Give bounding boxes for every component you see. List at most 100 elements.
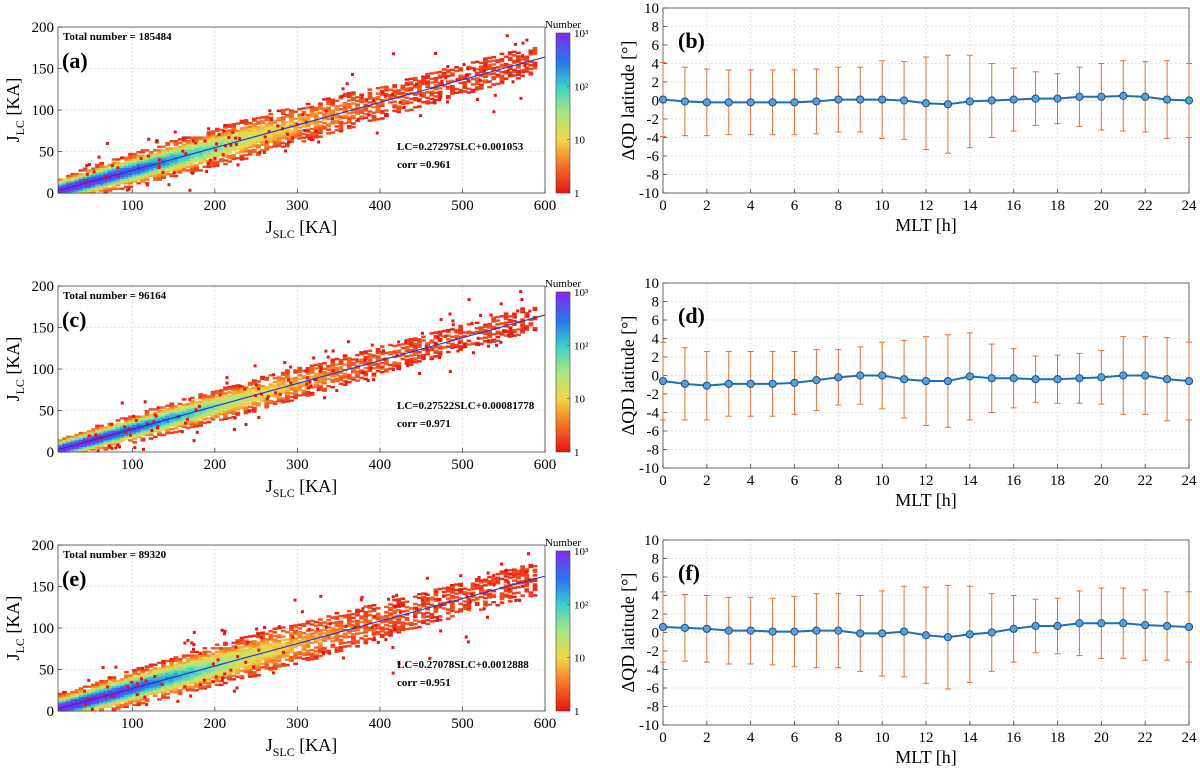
density-cell [404, 83, 410, 87]
density-cell [210, 416, 216, 419]
density-cell [458, 324, 464, 328]
density-cell [375, 97, 381, 101]
density-cell [297, 632, 303, 636]
density-cell [437, 81, 443, 85]
density-cell [384, 85, 389, 88]
density-cell [111, 171, 117, 174]
density-cell [194, 650, 199, 654]
density-cell [264, 126, 270, 129]
density-cell [218, 400, 224, 403]
density-cell [111, 676, 117, 679]
density-cell [181, 414, 187, 418]
density-cell [379, 111, 385, 115]
density-cell [346, 359, 352, 362]
density-cell [264, 400, 270, 403]
density-cell [165, 413, 171, 417]
density-cell [276, 634, 282, 637]
density-cell [62, 690, 67, 694]
density-cell [404, 600, 410, 603]
density-cell [161, 685, 166, 688]
outlier-cell [223, 123, 227, 127]
density-cell [268, 129, 274, 132]
density-cell [412, 613, 418, 617]
density-cell [194, 654, 199, 657]
colorbar-tick-label: 1 [574, 188, 580, 200]
density-cell [62, 178, 67, 181]
density-cell [454, 343, 459, 347]
density-cell [239, 145, 245, 148]
density-cell [124, 424, 129, 428]
x-tick-label: 2 [703, 198, 711, 214]
y-tick-label: 100 [32, 362, 55, 378]
density-cell [111, 442, 117, 446]
outlier-cell [176, 699, 180, 703]
density-cell [351, 616, 356, 620]
x-tick-label: 18 [1050, 198, 1065, 214]
density-cell [392, 85, 398, 89]
density-cell [251, 382, 257, 386]
density-cell [367, 101, 373, 104]
density-cell [136, 163, 142, 167]
density-cell [161, 406, 166, 409]
outlier-cell [438, 95, 442, 99]
density-cell [66, 191, 71, 194]
density-cell [119, 163, 125, 167]
density-cell [289, 111, 294, 114]
density-cell [107, 183, 113, 187]
density-cell [128, 676, 133, 679]
density-cell [103, 165, 109, 169]
density-cell [243, 153, 249, 157]
density-cell [474, 603, 480, 607]
y-tick-label: 200 [32, 538, 55, 554]
density-cell [206, 141, 212, 145]
density-cell [264, 142, 270, 146]
outlier-cell [142, 447, 146, 451]
density-cell [202, 394, 208, 397]
density-cell [268, 388, 274, 392]
density-cell [247, 644, 253, 647]
density-cell [284, 383, 290, 387]
density-cell [165, 665, 171, 668]
density-cell [86, 174, 92, 178]
density-cell [243, 130, 249, 133]
density-cell [62, 698, 67, 701]
density-cell [309, 122, 315, 125]
density-cell [223, 415, 228, 419]
density-cell [198, 670, 204, 674]
density-cell [499, 78, 505, 81]
density-cell [503, 580, 509, 584]
density-cell [70, 437, 76, 440]
density-cell [78, 707, 84, 710]
density-cell [388, 606, 393, 610]
density-cell [421, 357, 426, 360]
density-cell [371, 96, 377, 100]
density-cell [185, 402, 191, 406]
density-cell [313, 620, 319, 624]
density-cell [355, 110, 360, 114]
density-cell [433, 588, 439, 591]
density-cell [140, 674, 146, 677]
density-cell [206, 420, 212, 424]
density-cell [462, 600, 468, 603]
density-cell [107, 167, 113, 170]
density-cell [293, 633, 298, 636]
density-cell [128, 420, 133, 424]
density-cell [318, 124, 323, 127]
density-cell [148, 690, 154, 694]
density-cell [140, 690, 146, 694]
density-cell [99, 707, 104, 710]
density-cell [95, 439, 100, 442]
density-cell [392, 104, 398, 107]
density-cell [185, 687, 191, 690]
density-cell [136, 676, 142, 679]
density-cell [173, 665, 179, 668]
outlier-cell [198, 651, 202, 655]
density-cell [371, 627, 377, 631]
density-cell [326, 368, 331, 371]
outlier-cell [326, 355, 330, 359]
density-cell [280, 379, 286, 382]
density-cell [91, 185, 96, 189]
density-cell [115, 694, 121, 697]
outlier-cell [117, 445, 121, 449]
density-cell [511, 334, 517, 337]
